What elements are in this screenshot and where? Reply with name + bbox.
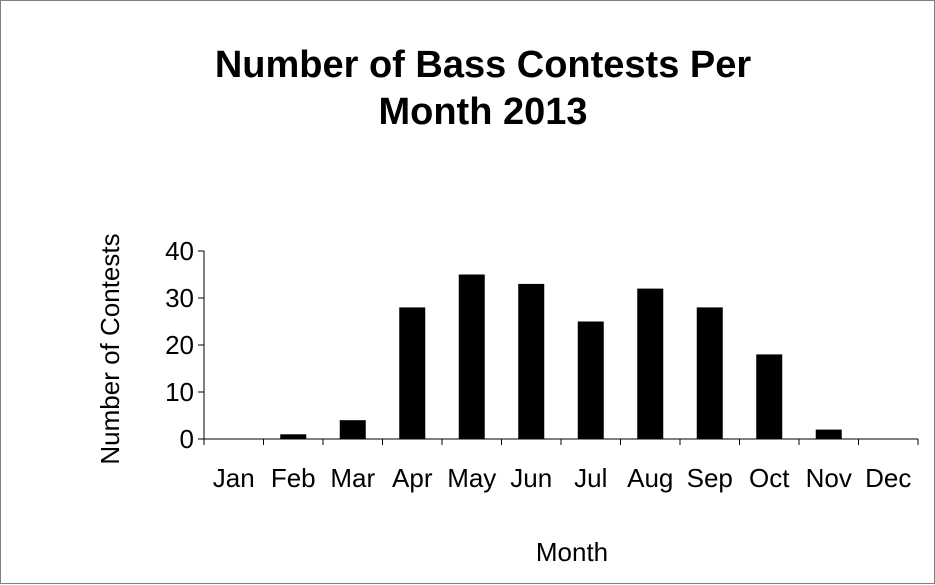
y-tick-label: 10 (165, 377, 194, 407)
x-tick-label-dec: Dec (865, 463, 911, 493)
x-tick-label-jul: Jul (574, 463, 607, 493)
chart-title-line-1: Number of Bass Contests Per (215, 44, 752, 86)
bar-jun (518, 283, 545, 439)
bar-mar (339, 420, 366, 439)
y-tick-label: 30 (165, 283, 194, 313)
bar-jul (577, 321, 604, 439)
bar-oct (756, 354, 783, 439)
x-tick-label-aug: Aug (627, 463, 673, 493)
bar-feb (280, 434, 307, 439)
bar-apr (399, 307, 426, 439)
bar-nov (815, 429, 842, 439)
x-tick-label-jun: Jun (510, 463, 552, 493)
bar-sep (696, 307, 723, 439)
x-tick-label-sep: Sep (687, 463, 733, 493)
bar-aug (637, 288, 664, 439)
x-tick-label-jan: Jan (213, 463, 255, 493)
y-axis-label: Number of Contests (95, 233, 125, 464)
x-tick-label-oct: Oct (749, 463, 790, 493)
x-axis-label: Month (536, 537, 608, 567)
y-tick-label: 0 (180, 424, 194, 454)
bar-group (280, 274, 842, 439)
x-tick-label-may: May (447, 463, 496, 493)
x-tick-label-nov: Nov (806, 463, 852, 493)
y-tick-group: 0 10 20 30 40 (165, 236, 204, 454)
y-tick-label: 40 (165, 236, 194, 266)
chart-title-line-2: Month 2013 (378, 91, 587, 133)
bar-may (458, 274, 485, 439)
x-tick-label-feb: Feb (271, 463, 316, 493)
y-tick-label: 20 (165, 330, 194, 360)
x-tick-label-apr: Apr (392, 463, 433, 493)
x-tick-label-mar: Mar (330, 463, 375, 493)
x-tick-group: Jan Feb Mar Apr May Jun Jul Aug Sep Oct Nov Dec (203, 439, 919, 493)
